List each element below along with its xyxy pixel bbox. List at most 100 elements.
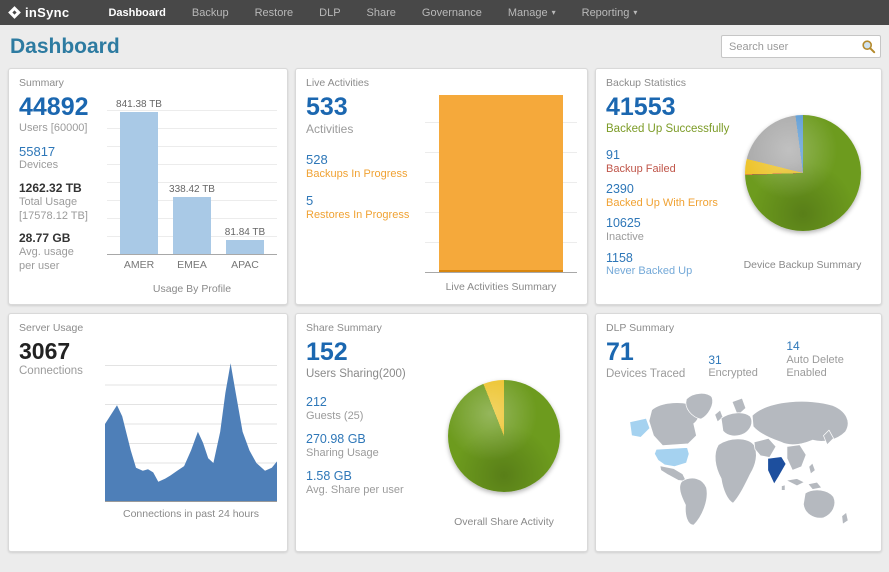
panel-share-summary-title: Share Summary (306, 322, 382, 334)
stat-never-label: Never Backed Up (606, 264, 693, 277)
panel-server-usage: Server Usage 3067 Connections Connection… (8, 313, 288, 552)
device-backup-caption: Device Backup Summary (743, 259, 862, 271)
chevron-down-icon: ▾ (551, 8, 556, 17)
nav-dashboard[interactable]: Dashboard (95, 0, 178, 25)
stat-guests: 212 Guests (25) (306, 395, 431, 423)
country-philippines (808, 462, 816, 475)
chevron-down-icon: ▾ (633, 8, 638, 17)
stat-sharing-usage: 270.98 GB Sharing Usage (306, 432, 431, 460)
stat-activities-label: Activities (306, 121, 354, 136)
country-australia (803, 489, 836, 519)
nav-dlp-label: DLP (319, 6, 341, 19)
country-indonesia-east (807, 481, 823, 490)
nav-backup[interactable]: Backup (179, 0, 242, 25)
stat-backups-value: 528 (306, 151, 328, 167)
stat-devices-traced-label: Devices Traced (606, 367, 686, 380)
nav-restore[interactable]: Restore (242, 0, 307, 25)
world-map (629, 393, 849, 526)
nav-governance[interactable]: Governance (409, 0, 495, 25)
panel-summary-title: Summary (19, 77, 64, 89)
stat-total-usage-sub: [17578.12 TB] (19, 209, 88, 222)
country-indonesia-west (785, 478, 805, 487)
nav-dlp[interactable]: DLP (306, 0, 353, 25)
stat-sharing-usage-label: Sharing Usage (306, 446, 379, 459)
top-navbar: inSync Dashboard Backup Restore DLP Shar… (0, 0, 889, 25)
country-sri-lanka (781, 484, 786, 491)
connections-chart: Connections in past 24 hours (105, 338, 277, 520)
stat-avg-usage-value: 28.77 GB (19, 231, 71, 246)
stat-restores-in-progress: 5 Restores In Progress (306, 193, 425, 223)
stat-backups-label: Backups In Progress (306, 167, 408, 180)
country-south-america (679, 477, 708, 526)
device-backup-chart: Device Backup Summary (734, 93, 871, 285)
nav-share[interactable]: Share (354, 0, 409, 25)
nav-governance-label: Governance (421, 6, 482, 19)
usage-by-profile-categories: AMER EMEA APAC (123, 259, 259, 271)
nav-items: Dashboard Backup Restore DLP Share Gover… (95, 0, 650, 25)
stat-restores-value: 5 (306, 193, 314, 209)
panel-summary: Summary 44892 Users [60000] 55817 Device… (8, 68, 288, 305)
stat-success-label: Backed Up Successfully (606, 122, 730, 135)
live-activities-plot (425, 95, 577, 273)
search-icon[interactable] (861, 39, 876, 54)
nav-manage-label: Manage (507, 6, 548, 19)
stat-backed-up-successfully: 41553 Backed Up Successfully (606, 93, 734, 136)
nav-reporting[interactable]: Reporting ▾ (569, 0, 651, 25)
nav-restore-label: Restore (254, 6, 294, 19)
stat-backup-failed: 91 Backup Failed (606, 148, 734, 176)
panel-dlp-summary: DLP Summary 71 Devices Traced 31 Encrypt… (595, 313, 882, 552)
stat-guests-label: Guests (25) (306, 409, 364, 422)
brand-logo[interactable]: inSync (0, 5, 83, 20)
nav-reporting-label: Reporting (581, 6, 630, 19)
nav-backup-label: Backup (191, 6, 229, 19)
live-activities-caption: Live Activities Summary (445, 281, 557, 293)
stat-failed-value: 91 (606, 148, 620, 163)
search-box (721, 35, 881, 58)
country-middle-east (753, 438, 777, 459)
connections-area-plot (105, 363, 277, 502)
share-activity-chart: Overall Share Activity (431, 338, 577, 528)
live-activities-chart: Live Activities Summary (425, 93, 577, 293)
panel-live-activities: Live Activities 533 Activities 528 Backu… (295, 68, 588, 305)
stat-total-usage-value: 1262.32 TB (19, 181, 82, 196)
stat-auto-delete: 14 Auto Delete Enabled (786, 339, 871, 381)
backup-statistics-stats: 41553 Backed Up Successfully 91 Backup F… (606, 93, 734, 285)
stat-never-value: 1158 (606, 250, 633, 265)
nav-dashboard-label: Dashboard (108, 6, 166, 19)
stat-devices-value: 55817 (19, 143, 56, 159)
stat-errors-label: Backed Up With Errors (606, 196, 718, 209)
stat-backups-in-progress: 528 Backups In Progress (306, 151, 425, 182)
usage-by-profile-caption: Usage By Profile (152, 283, 232, 295)
country-mexico (659, 465, 687, 482)
stat-devices-traced-value: 71 (606, 338, 634, 366)
nav-manage[interactable]: Manage ▾ (495, 0, 569, 25)
stat-devices-traced: 71 Devices Traced (606, 338, 708, 381)
live-activities-stats: 533 Activities 528 Backups In Progress 5… (306, 93, 425, 293)
dashboard-grid: Summary 44892 Users [60000] 55817 Device… (8, 68, 882, 552)
stat-users-value: 44892 (19, 93, 89, 121)
stat-avg-share-label: Avg. Share per user (306, 483, 404, 496)
stat-users: 44892 Users [60000] (19, 93, 107, 136)
country-new-zealand (841, 512, 849, 525)
stat-avg-usage: 28.77 GB Avg. usage per user (19, 232, 107, 273)
country-japan (823, 429, 834, 446)
page-title: Dashboard (10, 34, 120, 58)
stat-success-value: 41553 (606, 93, 676, 121)
stat-avg-usage-label: Avg. usage per user (19, 246, 74, 273)
country-scandinavia (731, 397, 747, 416)
share-activity-caption: Overall Share Activity (454, 516, 554, 528)
summary-stats: 44892 Users [60000] 55817 Devices 1262.3… (19, 93, 107, 295)
usage-by-profile-plot: 841.38 TB 338.42 TB 81.84 TB (107, 97, 277, 255)
brand-diamond-icon (8, 6, 21, 19)
stat-total-usage-label: Total Usage (19, 195, 78, 208)
search-input[interactable] (729, 40, 861, 53)
country-alaska (629, 417, 651, 438)
stat-guests-value: 212 (306, 395, 327, 410)
country-united-states (654, 447, 690, 468)
stat-inactive-label: Inactive (606, 230, 644, 243)
panel-backup-statistics: Backup Statistics 41553 Backed Up Succes… (595, 68, 882, 305)
panel-backup-statistics-title: Backup Statistics (606, 77, 686, 89)
stat-encrypted-label: Encrypted (708, 367, 758, 380)
stat-users-sharing: 152 Users Sharing(200) (306, 338, 431, 381)
stat-avg-share-value: 1.58 GB (306, 469, 352, 484)
